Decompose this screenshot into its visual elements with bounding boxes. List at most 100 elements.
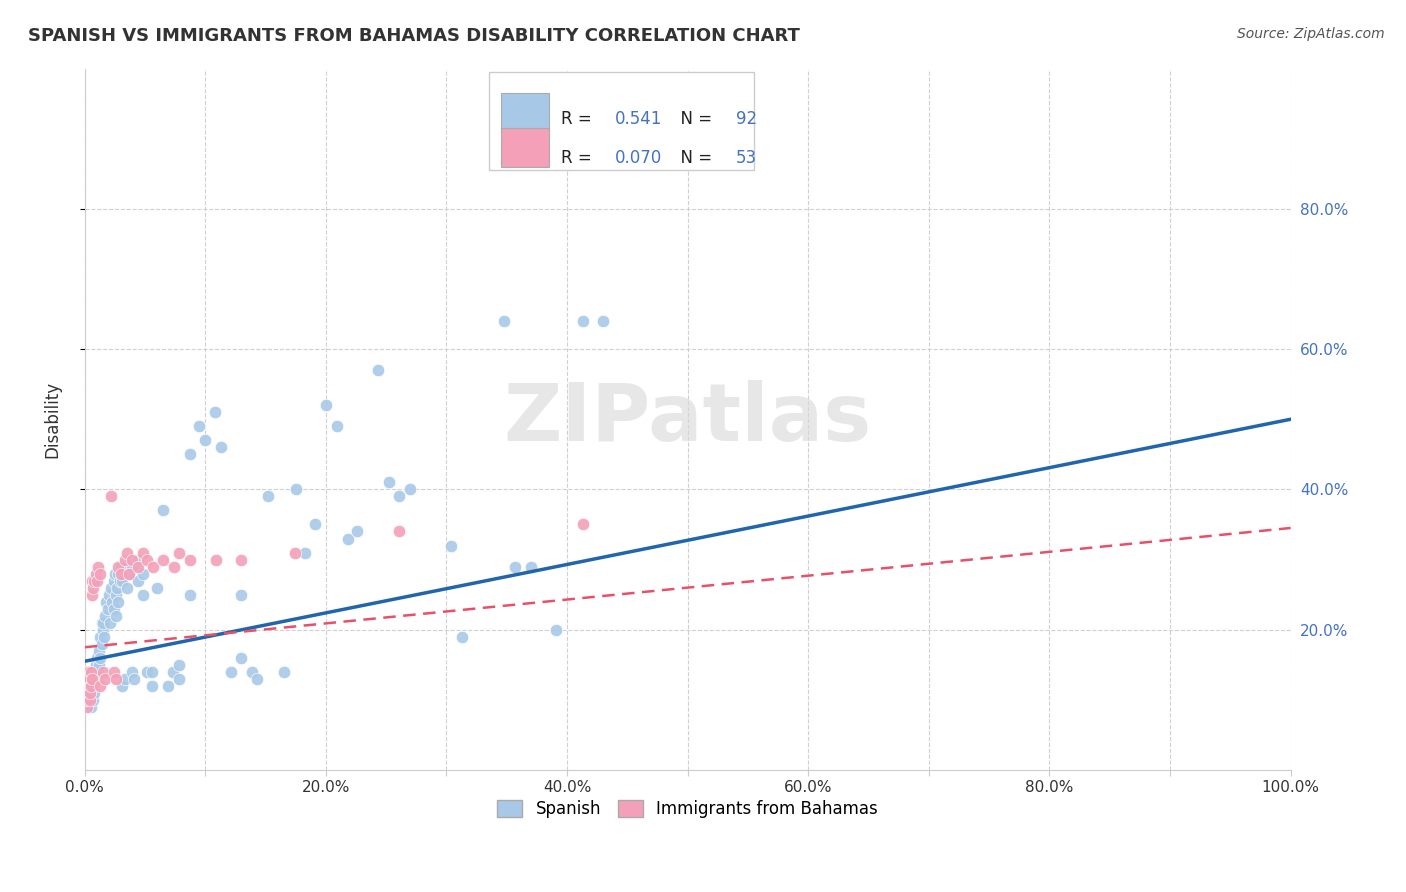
Point bbox=[114, 552, 136, 566]
Point bbox=[592, 314, 614, 328]
Point bbox=[108, 574, 131, 588]
Point bbox=[90, 615, 112, 630]
Point bbox=[91, 623, 114, 637]
Point bbox=[127, 552, 149, 566]
Point bbox=[75, 679, 97, 693]
Point bbox=[80, 679, 103, 693]
Point bbox=[91, 615, 114, 630]
Point bbox=[571, 517, 593, 532]
Point bbox=[167, 545, 190, 559]
Point bbox=[546, 623, 568, 637]
Text: R =: R = bbox=[561, 149, 598, 167]
Point bbox=[205, 552, 228, 566]
Legend: Spanish, Immigrants from Bahamas: Spanish, Immigrants from Bahamas bbox=[491, 793, 884, 825]
Point bbox=[141, 679, 163, 693]
Point bbox=[127, 559, 149, 574]
Point bbox=[257, 490, 280, 504]
Point bbox=[367, 363, 389, 377]
Point bbox=[75, 672, 97, 686]
Point bbox=[103, 574, 125, 588]
Point bbox=[79, 672, 101, 686]
Point bbox=[80, 665, 103, 679]
Point bbox=[100, 581, 122, 595]
Point bbox=[377, 475, 399, 490]
Point bbox=[388, 490, 411, 504]
Point bbox=[163, 559, 186, 574]
Point bbox=[115, 545, 138, 559]
Point bbox=[326, 419, 349, 434]
Point bbox=[146, 581, 169, 595]
Point bbox=[83, 665, 105, 679]
Point bbox=[103, 665, 125, 679]
Point bbox=[231, 650, 253, 665]
Point bbox=[167, 657, 190, 672]
Point bbox=[399, 483, 422, 497]
Text: 53: 53 bbox=[735, 149, 756, 167]
Point bbox=[179, 588, 201, 602]
Point bbox=[131, 588, 153, 602]
Point bbox=[167, 672, 190, 686]
Point bbox=[97, 601, 120, 615]
Point bbox=[105, 672, 128, 686]
Point bbox=[94, 608, 117, 623]
Point bbox=[121, 665, 143, 679]
Point bbox=[97, 588, 120, 602]
Point bbox=[294, 545, 316, 559]
FancyBboxPatch shape bbox=[501, 128, 548, 167]
Point bbox=[204, 405, 226, 419]
Point bbox=[152, 503, 174, 517]
Point bbox=[131, 566, 153, 581]
Point bbox=[89, 644, 111, 658]
Point bbox=[87, 665, 110, 679]
Point bbox=[121, 559, 143, 574]
Point bbox=[80, 686, 103, 700]
Point bbox=[179, 447, 201, 461]
Point bbox=[80, 574, 103, 588]
Point bbox=[76, 686, 98, 700]
Point bbox=[156, 679, 179, 693]
Point bbox=[105, 588, 128, 602]
Point bbox=[98, 615, 121, 630]
Point bbox=[136, 665, 159, 679]
Point bbox=[80, 679, 103, 693]
Point bbox=[91, 665, 114, 679]
Point bbox=[80, 588, 103, 602]
Point bbox=[94, 672, 117, 686]
Point bbox=[77, 665, 100, 679]
Point bbox=[76, 679, 98, 693]
Point bbox=[93, 630, 115, 644]
Point bbox=[284, 483, 307, 497]
Point bbox=[89, 679, 111, 693]
Point bbox=[451, 630, 474, 644]
Point bbox=[231, 552, 253, 566]
Text: N =: N = bbox=[669, 110, 717, 128]
Point bbox=[80, 699, 103, 714]
Point bbox=[105, 608, 128, 623]
Point bbox=[89, 630, 111, 644]
Point bbox=[388, 524, 411, 539]
Point bbox=[111, 574, 134, 588]
Point bbox=[114, 672, 136, 686]
Point bbox=[86, 650, 108, 665]
Point bbox=[107, 559, 129, 574]
Text: SPANISH VS IMMIGRANTS FROM BAHAMAS DISABILITY CORRELATION CHART: SPANISH VS IMMIGRANTS FROM BAHAMAS DISAB… bbox=[28, 27, 800, 45]
Text: 92: 92 bbox=[735, 110, 756, 128]
FancyBboxPatch shape bbox=[501, 93, 548, 132]
Point bbox=[571, 314, 593, 328]
Text: 0.541: 0.541 bbox=[616, 110, 662, 128]
Point bbox=[105, 581, 128, 595]
Point bbox=[80, 672, 103, 686]
Y-axis label: Disability: Disability bbox=[44, 381, 60, 458]
Point bbox=[77, 679, 100, 693]
Point bbox=[110, 566, 132, 581]
Point bbox=[77, 686, 100, 700]
Point bbox=[142, 559, 165, 574]
Text: ZIPatlas: ZIPatlas bbox=[503, 380, 872, 458]
Point bbox=[273, 665, 295, 679]
Point bbox=[79, 679, 101, 693]
Point bbox=[86, 672, 108, 686]
Point bbox=[209, 440, 232, 454]
Point bbox=[115, 581, 138, 595]
Point bbox=[77, 679, 100, 693]
Point bbox=[96, 594, 118, 608]
